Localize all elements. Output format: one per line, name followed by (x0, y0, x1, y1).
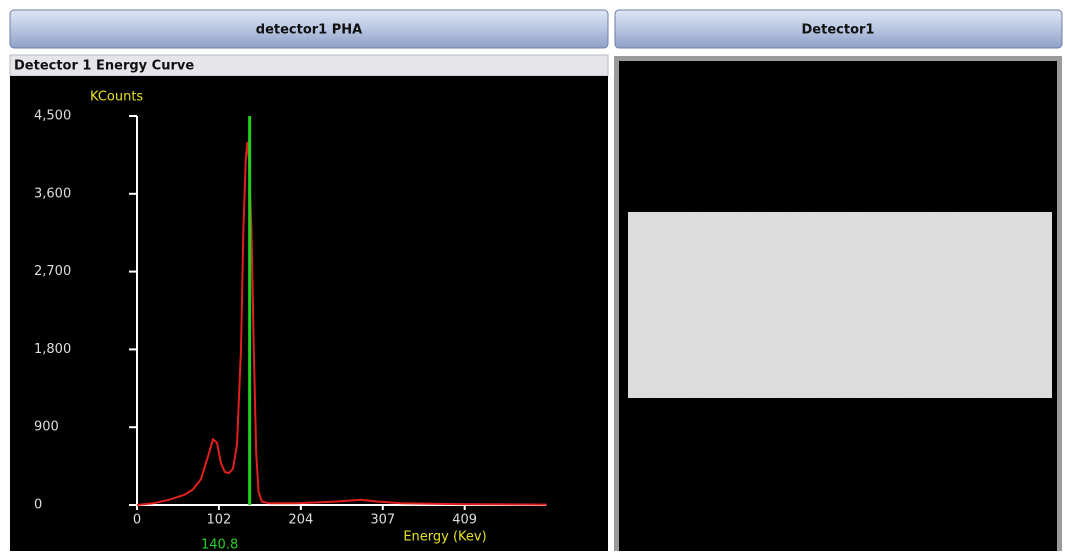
y-axis-label: KCounts (90, 90, 143, 105)
screen: detector1 PHA Detector1 Detector 1 Energ… (0, 0, 1065, 551)
y-tick-label: 4,500 (34, 109, 71, 124)
detector-image-noise (628, 212, 1052, 398)
chart-panel (10, 76, 608, 551)
y-tick-label: 1,800 (34, 342, 71, 357)
y-tick-label: 900 (34, 420, 59, 435)
x-axis-label: Energy (Kev) (403, 530, 486, 545)
tab-label: Detector1 (802, 23, 875, 38)
y-tick-label: 0 (34, 498, 42, 513)
x-tick-label: 102 (207, 513, 232, 528)
x-tick-label: 0 (133, 513, 141, 528)
x-tick-label: 307 (370, 513, 395, 528)
x-tick-label: 204 (288, 513, 313, 528)
tab-label: detector1 PHA (256, 23, 362, 38)
cursor-label: 140.8 (201, 538, 238, 552)
y-tick-label: 3,600 (34, 186, 71, 201)
x-tick-label: 409 (452, 513, 477, 528)
y-tick-label: 2,700 (34, 264, 71, 279)
chart-title: Detector 1 Energy Curve (14, 59, 194, 74)
